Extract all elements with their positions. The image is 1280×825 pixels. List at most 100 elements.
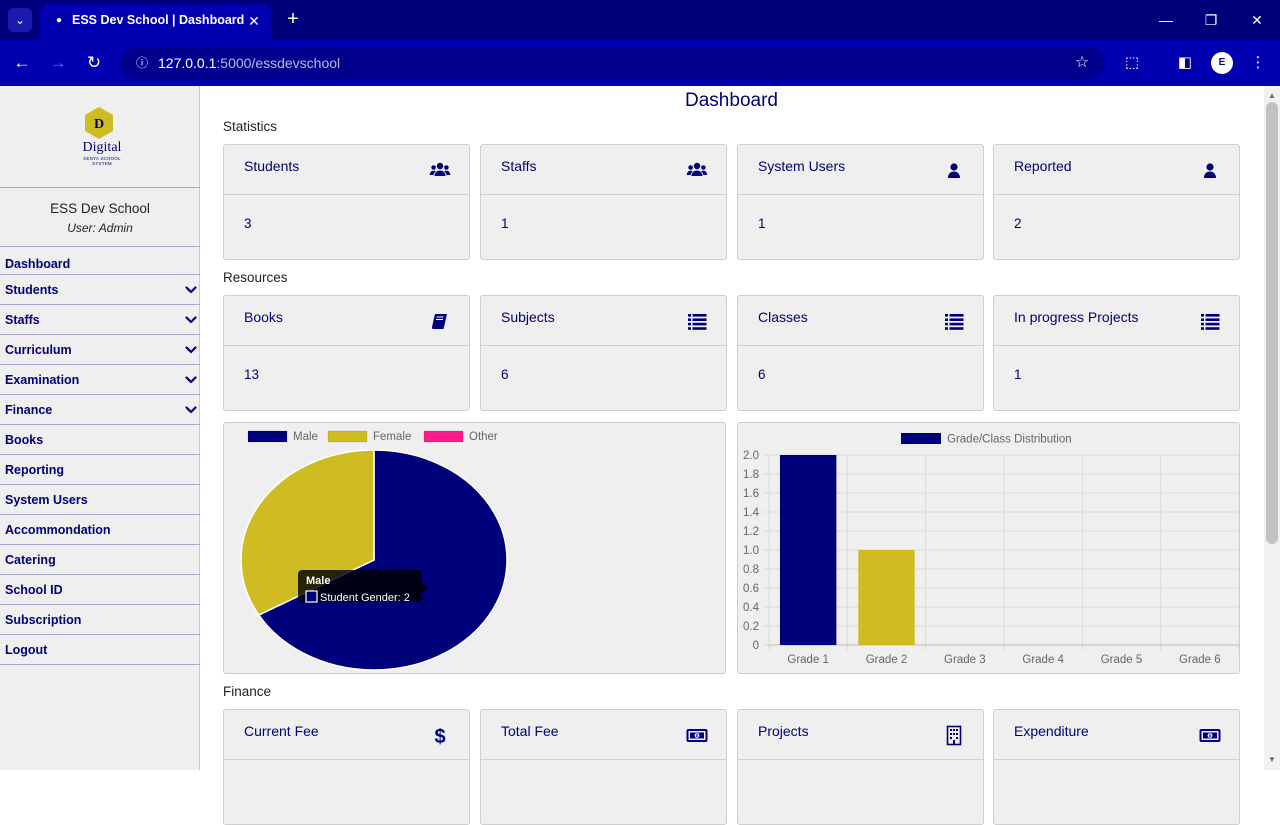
legend-label-male: Male: [293, 431, 318, 443]
sidebar-item-label: Accommondation: [5, 523, 111, 537]
card-title: Expenditure: [1014, 723, 1089, 739]
y-tick-label: 1.0: [743, 545, 759, 557]
y-tick-label: 0.8: [743, 564, 759, 576]
card-in-progress-projects: In progress Projects 1: [993, 295, 1240, 411]
chevron-down-icon[interactable]: [184, 403, 198, 417]
sidebar-item-label: Students: [5, 283, 59, 297]
sidebar-item-label: Examination: [5, 373, 80, 387]
money-icon: $: [686, 724, 708, 746]
card-value: 13: [244, 367, 260, 382]
tab-search-button[interactable]: ⌄: [8, 8, 32, 32]
tab-close-icon[interactable]: ✕: [248, 13, 260, 29]
scrollbar-thumb[interactable]: [1266, 102, 1278, 544]
card-header: Students: [224, 145, 469, 195]
sidebar-item-label: Curriculum: [5, 343, 72, 357]
chevron-down-icon[interactable]: [184, 343, 198, 357]
sidebar-item-school-id[interactable]: School ID: [0, 575, 200, 605]
forward-button[interactable]: →: [49, 53, 67, 72]
more-menu-icon[interactable]: ⋮: [1250, 54, 1266, 71]
card-subjects: Subjects 6: [480, 295, 727, 411]
y-tick-label: 0.4: [743, 602, 760, 614]
url-text[interactable]: 127.0.0.1:5000/essdevschool: [158, 55, 341, 71]
legend-swatch: [901, 433, 941, 444]
profile-avatar[interactable]: E: [1211, 52, 1233, 74]
sidebar-item-books[interactable]: Books: [0, 425, 200, 455]
bar-grade-1: [779, 455, 837, 645]
card-title: Reported: [1014, 158, 1072, 174]
y-tick-label: 1.2: [743, 526, 759, 538]
minimize-button[interactable]: —: [1159, 12, 1173, 28]
pie-chart-svg: Male Female Other Male Student Gender: 2: [240, 430, 508, 671]
gender-pie-chart: Male Female Other Male Student Gender: 2: [223, 422, 726, 674]
sidebar: D Digital KENYA SCHOOL SYSTEM ESS Dev Sc…: [0, 86, 200, 770]
card-title: System Users: [758, 158, 846, 174]
chevron-down-icon[interactable]: [184, 373, 198, 387]
extensions-icon[interactable]: ⬚: [1124, 54, 1140, 71]
sidebar-item-examination[interactable]: Examination: [0, 365, 200, 395]
card-books: Books 13: [223, 295, 470, 411]
sidebar-item-catering[interactable]: Catering: [0, 545, 200, 575]
list-icon: [1199, 310, 1221, 332]
chevron-down-icon[interactable]: [184, 283, 198, 297]
chart-tooltip: Male Student Gender: 2: [298, 570, 428, 604]
sidebar-item-subscription[interactable]: Subscription: [0, 605, 200, 635]
sidebar-item-system-users[interactable]: System Users: [0, 485, 200, 515]
x-tick-label: Grade 2: [866, 654, 908, 666]
address-bar[interactable]: ⓘ 127.0.0.1:5000/essdevschool ☆: [120, 47, 1104, 79]
building-icon: [943, 724, 965, 746]
sidebar-item-reporting[interactable]: Reporting: [0, 455, 200, 485]
side-panel-icon[interactable]: ◧: [1177, 54, 1193, 71]
browser-tab-active[interactable]: ● ESS Dev School | Dashboard ✕: [40, 4, 272, 40]
tooltip-title: Male: [306, 575, 330, 587]
favicon-icon: ●: [55, 15, 63, 26]
reload-button[interactable]: ↻: [86, 53, 102, 72]
card-header: Reported: [994, 145, 1239, 195]
browser-tab-bar: ⌄ ● ESS Dev School | Dashboard ✕ + — ❐ ✕: [0, 0, 1280, 40]
sidebar-item-label: Books: [5, 433, 44, 447]
x-tick-label: Grade 5: [1101, 654, 1143, 666]
sidebar-item-dashboard[interactable]: Dashboard: [0, 250, 200, 275]
sidebar-item-students[interactable]: Students: [0, 275, 200, 305]
card-current-fee: Current Fee $: [223, 709, 470, 825]
bookmark-star-icon[interactable]: ☆: [1074, 54, 1090, 71]
card-header: Projects: [738, 710, 983, 760]
restore-button[interactable]: ❐: [1204, 12, 1218, 28]
card-value: 1: [501, 216, 509, 231]
y-tick-label: 0.2: [743, 621, 759, 633]
logo-text: Digital: [82, 140, 122, 155]
sidebar-item-label: Catering: [5, 553, 56, 567]
card-header: System Users: [738, 145, 983, 195]
sidebar-item-staffs[interactable]: Staffs: [0, 305, 200, 335]
book-icon: [429, 310, 451, 332]
sidebar-item-curriculum[interactable]: Curriculum: [0, 335, 200, 365]
new-tab-button[interactable]: +: [287, 8, 299, 30]
sidebar-item-label: Logout: [5, 643, 48, 657]
card-expenditure: Expenditure $: [993, 709, 1240, 825]
back-button[interactable]: ←: [13, 53, 31, 72]
card-title: Staffs: [501, 158, 537, 174]
sidebar-item-label: Dashboard: [5, 257, 71, 271]
sidebar-item-finance[interactable]: Finance: [0, 395, 200, 425]
browser-toolbar: ← → ↻ ⓘ 127.0.0.1:5000/essdevschool ☆ ⬚ …: [0, 40, 1280, 86]
window-close-button[interactable]: ✕: [1251, 12, 1263, 28]
y-tick-label: 0: [753, 640, 759, 652]
sidebar-item-logout[interactable]: Logout: [0, 635, 200, 665]
card-header: Current Fee $: [224, 710, 469, 760]
site-info-icon[interactable]: ⓘ: [135, 56, 148, 70]
card-reported: Reported 2: [993, 144, 1240, 260]
legend-swatch-other: [423, 430, 464, 443]
sidebar-item-accommondation[interactable]: Accommondation: [0, 515, 200, 545]
scroll-down-arrow[interactable]: ▼: [1268, 755, 1276, 764]
scroll-up-arrow[interactable]: ▲: [1268, 91, 1276, 100]
card-value: 3: [244, 216, 252, 231]
list-icon: [686, 310, 708, 332]
y-tick-label: 2.0: [743, 450, 759, 462]
chevron-down-icon[interactable]: [184, 313, 198, 327]
card-value: 6: [501, 367, 509, 382]
y-tick-label: 1.4: [743, 507, 760, 519]
grade-bar-chart: Grade/Class Distribution 0 0.2 0.4 0.6 0.8 1.0…: [737, 422, 1240, 674]
card-classes: Classes 6: [737, 295, 984, 411]
x-tick-label: Grade 3: [944, 654, 986, 666]
card-header: Expenditure $: [994, 710, 1239, 760]
card-title: Books: [244, 309, 283, 325]
